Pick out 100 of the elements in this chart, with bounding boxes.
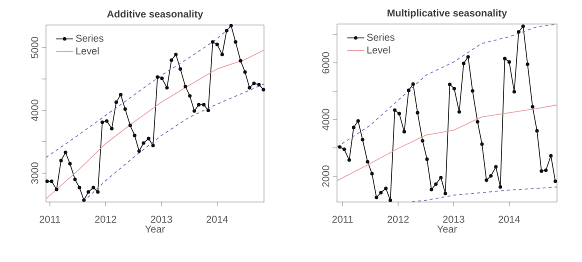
x-axis-title: Year bbox=[145, 226, 165, 233]
point bbox=[489, 174, 493, 178]
point bbox=[379, 190, 383, 194]
point bbox=[544, 168, 548, 172]
point bbox=[196, 102, 201, 107]
x-tick-label: 2011 bbox=[332, 216, 353, 223]
point bbox=[68, 162, 72, 166]
point bbox=[257, 82, 261, 86]
point bbox=[521, 24, 525, 28]
point bbox=[360, 138, 364, 142]
point bbox=[356, 119, 360, 123]
y-tick-label: 4000 bbox=[322, 108, 330, 130]
legend-label: Level bbox=[76, 47, 99, 55]
point bbox=[420, 138, 424, 143]
point bbox=[392, 108, 397, 112]
y-tick-label: 3000 bbox=[31, 162, 38, 184]
point bbox=[476, 120, 480, 124]
point bbox=[425, 157, 429, 161]
point bbox=[411, 82, 415, 86]
line-series bbox=[412, 186, 558, 202]
point bbox=[480, 142, 484, 146]
point bbox=[234, 40, 238, 44]
point bbox=[118, 92, 123, 96]
point bbox=[170, 58, 174, 62]
x-axis-title: Year bbox=[437, 226, 457, 233]
point bbox=[132, 134, 136, 138]
x-tick-label: 2013 bbox=[150, 216, 172, 223]
point bbox=[45, 179, 49, 184]
point bbox=[494, 165, 498, 169]
point bbox=[104, 119, 109, 123]
point bbox=[498, 185, 502, 189]
point bbox=[347, 158, 352, 162]
point bbox=[397, 112, 402, 116]
legend-label: Series bbox=[367, 34, 394, 41]
point bbox=[100, 120, 104, 124]
point bbox=[202, 102, 206, 107]
point bbox=[188, 94, 192, 98]
point bbox=[165, 86, 169, 90]
legend-label: Level bbox=[367, 46, 390, 54]
point bbox=[338, 145, 342, 149]
point bbox=[64, 150, 68, 154]
point bbox=[388, 198, 392, 202]
point bbox=[160, 76, 164, 80]
point bbox=[530, 104, 534, 109]
point bbox=[406, 88, 410, 92]
point bbox=[434, 182, 438, 186]
point bbox=[430, 188, 434, 192]
point bbox=[137, 149, 141, 153]
point bbox=[484, 178, 488, 182]
point bbox=[142, 141, 146, 145]
point bbox=[73, 178, 77, 182]
y-tick-label: 5000 bbox=[31, 36, 38, 58]
point bbox=[444, 192, 448, 196]
point bbox=[507, 60, 512, 64]
point bbox=[462, 62, 466, 66]
chart-title: Additive seasonality bbox=[107, 10, 204, 20]
point bbox=[50, 179, 54, 184]
point bbox=[470, 89, 474, 93]
point bbox=[374, 196, 378, 200]
y-tick-label: 4000 bbox=[31, 100, 38, 122]
point bbox=[342, 147, 346, 152]
x-tick-label: 2014 bbox=[498, 216, 520, 223]
point bbox=[366, 160, 370, 164]
point bbox=[156, 75, 160, 79]
point bbox=[54, 188, 58, 192]
point bbox=[151, 144, 155, 148]
x-tick-label: 2011 bbox=[40, 216, 60, 223]
point bbox=[452, 86, 456, 90]
point bbox=[549, 154, 553, 158]
point bbox=[502, 56, 507, 60]
point bbox=[457, 110, 462, 114]
point bbox=[220, 52, 224, 56]
x-tick-label: 2014 bbox=[206, 216, 228, 223]
point bbox=[535, 129, 539, 133]
point bbox=[402, 130, 406, 134]
x-tick-label: 2012 bbox=[95, 216, 116, 223]
x-tick-label: 2013 bbox=[443, 216, 464, 223]
point bbox=[59, 158, 63, 162]
y-tick-label: 6000 bbox=[322, 52, 330, 74]
point bbox=[439, 176, 443, 180]
point bbox=[516, 30, 520, 34]
point bbox=[248, 86, 252, 90]
point bbox=[82, 198, 86, 202]
point bbox=[229, 24, 233, 28]
point bbox=[540, 169, 544, 173]
point bbox=[96, 190, 100, 194]
point bbox=[384, 186, 388, 190]
point bbox=[92, 186, 96, 190]
point bbox=[178, 67, 182, 71]
point bbox=[448, 82, 452, 86]
chart-title: Multiplicative seasonality bbox=[388, 9, 508, 18]
point bbox=[206, 108, 210, 112]
point bbox=[416, 110, 420, 115]
point bbox=[352, 126, 356, 130]
y-tick-label: 2000 bbox=[322, 166, 330, 187]
point bbox=[466, 55, 470, 59]
point bbox=[224, 28, 228, 32]
legend-label: Series bbox=[76, 34, 104, 42]
line-series bbox=[337, 104, 558, 182]
point bbox=[210, 40, 214, 44]
